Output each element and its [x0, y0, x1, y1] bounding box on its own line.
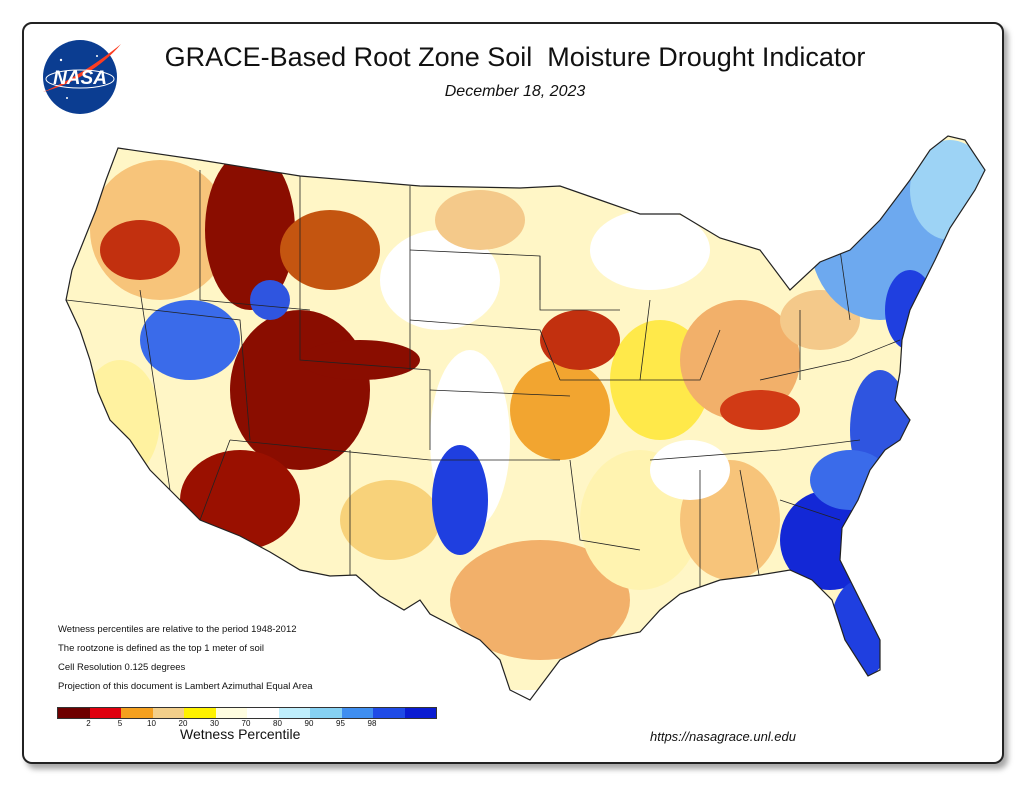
legend-swatch: [58, 708, 90, 718]
us-outline: [65, 135, 986, 701]
note-baseline: Wetness percentiles are relative to the …: [58, 624, 297, 635]
legend-swatch: [341, 708, 373, 718]
state-boundaries: [66, 170, 901, 590]
legend-swatch: [247, 708, 279, 718]
legend-ticks: 2 5 10 20 30 70 80 90 95 98: [57, 719, 437, 731]
notes: Wetness percentiles are relative to the …: [58, 624, 313, 700]
legend-swatch: [215, 708, 247, 718]
note-projection: Projection of this document is Lambert A…: [58, 681, 313, 692]
legend-title: Wetness Percentile: [180, 726, 301, 742]
legend-tick-label: 80: [273, 719, 282, 728]
legend-swatch: [373, 708, 405, 718]
legend-swatch: [278, 708, 310, 718]
legend-tick-label: 20: [178, 719, 188, 728]
nasa-logo-text: NASA: [53, 68, 107, 89]
legend-swatch: [184, 708, 216, 718]
legend-tick-label: 70: [241, 719, 251, 728]
legend-swatch: [310, 708, 342, 718]
legend-tick-label: 90: [304, 719, 314, 728]
legend-tick-label: 5: [117, 719, 123, 728]
legend-swatch: [404, 708, 436, 718]
source-url[interactable]: https://nasagrace.unl.edu: [650, 729, 796, 744]
map-date: December 18, 2023: [444, 83, 586, 100]
legend-swatch: [121, 708, 153, 718]
legend-tick-label: 10: [147, 719, 156, 728]
legend-tick-label: 2: [86, 719, 91, 728]
legend-color-bar: [57, 707, 437, 719]
nasa-logo: NASA: [43, 40, 121, 114]
legend-tick-label: 95: [336, 719, 345, 728]
note-resolution: Cell Resolution 0.125 degrees: [58, 662, 186, 673]
wetness-field: [66, 136, 985, 690]
legend-swatch: [89, 708, 121, 718]
legend-tick-label: 98: [367, 719, 377, 728]
legend-tick-label: 30: [210, 719, 219, 728]
legend-swatch: [152, 708, 184, 718]
page-title: GRACE-Based Root Zone Soil Moisture Drou…: [164, 42, 866, 72]
note-rootzone: The rootzone is defined as the top 1 met…: [58, 643, 264, 654]
